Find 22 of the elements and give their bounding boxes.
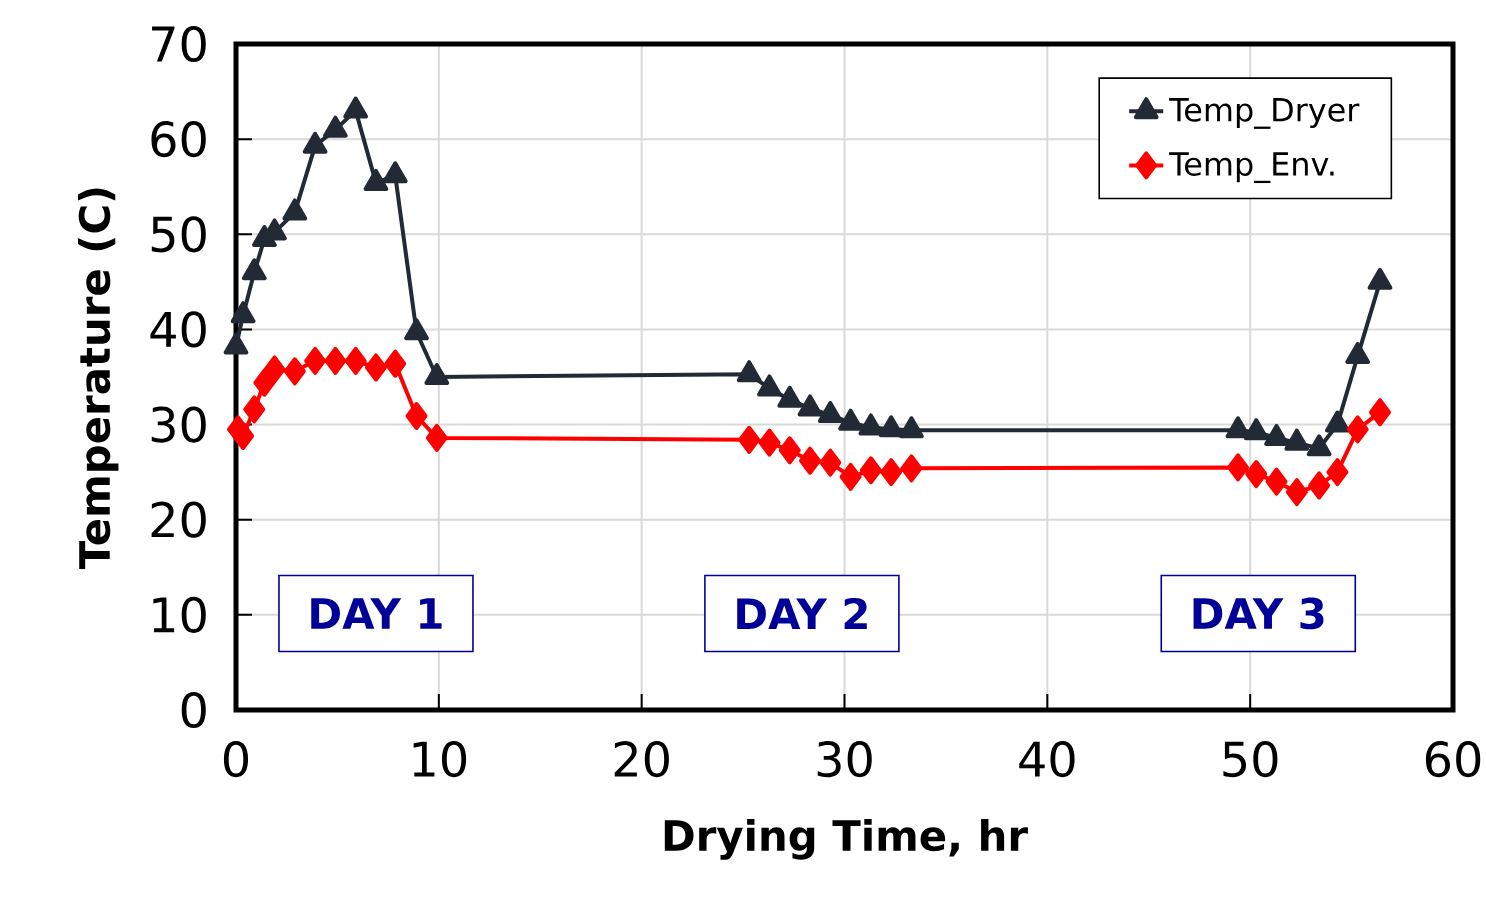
- annotation: DAY 2: [737, 597, 867, 629]
- y-tick-label: 40: [150, 311, 206, 348]
- y-tick-label: 10: [153, 596, 206, 633]
- x-axis-title: Drying Time, hr: [664, 818, 1028, 860]
- y-axis-title: Temperature (C): [77, 188, 119, 570]
- x-tick-label: 20: [614, 741, 669, 778]
- x-tick-label: 0: [223, 741, 249, 778]
- legend-label: Temp_Dryer: [1169, 98, 1360, 129]
- annotation: DAY 1: [311, 598, 442, 629]
- x-tick-label: 40: [1019, 741, 1075, 778]
- y-tick-label: 20: [151, 501, 206, 538]
- y-tick-label: 30: [151, 406, 206, 443]
- x-tick-label: 30: [817, 741, 872, 778]
- x-tick-label: 50: [1223, 741, 1278, 778]
- x-tick-label: 60: [1425, 741, 1481, 778]
- annotation: DAY 3: [1193, 597, 1324, 630]
- y-tick-label: 60: [151, 121, 206, 158]
- x-tick-label: 10: [413, 741, 467, 778]
- legend-label: Temp_Env.: [1169, 152, 1334, 184]
- y-tick-label: 0: [181, 691, 206, 729]
- y-tick-label: 50: [151, 216, 206, 253]
- y-tick-label: 70: [152, 25, 206, 63]
